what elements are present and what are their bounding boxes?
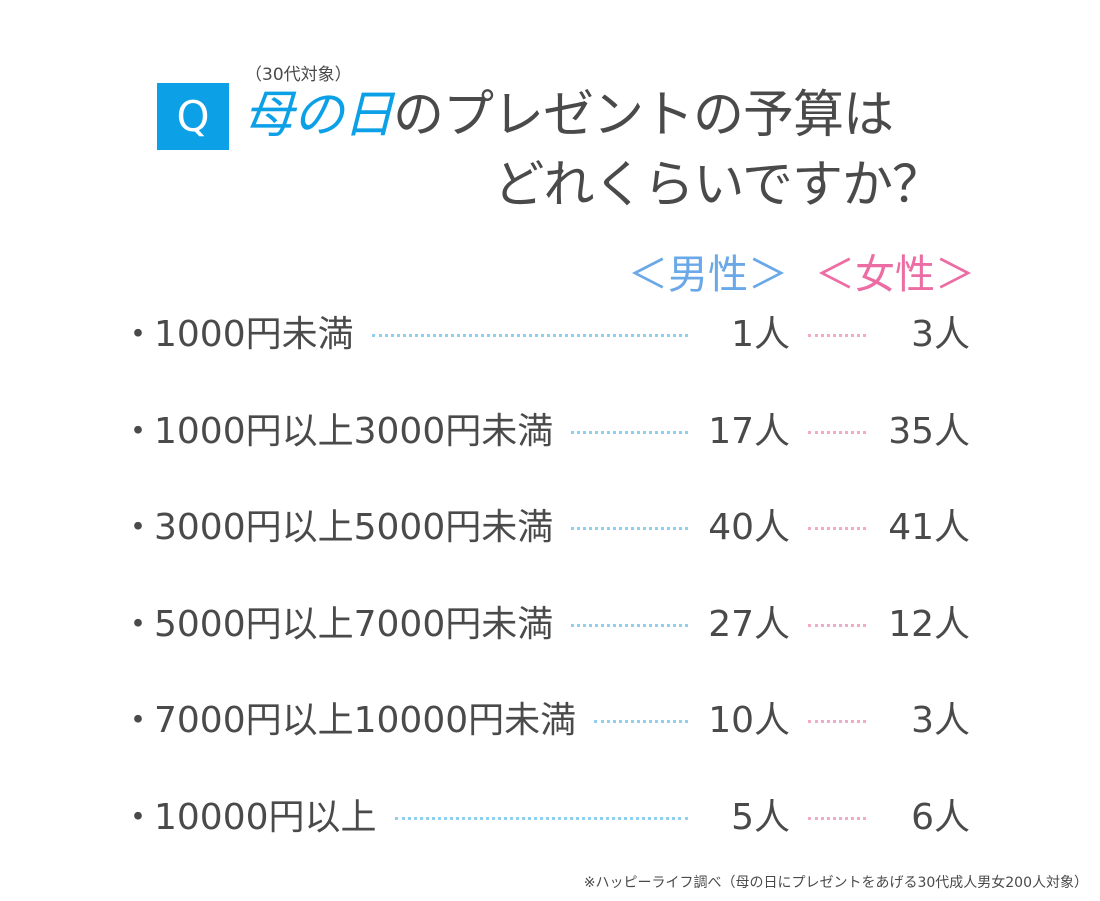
table-row: ・1000円以上3000円未満 17人 35人 <box>0 402 1100 462</box>
legend-male: ＜男性＞ <box>628 252 788 298</box>
question-badge: Q <box>157 83 229 150</box>
value-male: 17人 <box>708 410 790 452</box>
leader-dots-female <box>808 430 866 434</box>
legend-female: ＜女性＞ <box>815 252 975 298</box>
target-note: （30代対象） <box>245 65 352 85</box>
range-label: 3000円以上5000円未満 <box>154 507 554 548</box>
leader-dots-male <box>571 623 688 627</box>
value-male: 27人 <box>708 603 790 645</box>
bullet: ・ <box>120 314 157 355</box>
bullet: ・ <box>120 796 157 838</box>
leader-dots-female <box>808 334 866 337</box>
range-label: 1000円以上3000円未満 <box>154 410 554 452</box>
bullet: ・ <box>120 700 157 741</box>
bullet: ・ <box>120 603 157 645</box>
range-label: 1000円未満 <box>154 314 354 355</box>
row-label: ・10000円以上 <box>120 788 377 848</box>
row-label: ・3000円以上5000円未満 <box>120 498 553 558</box>
range-label: 5000円以上7000円未満 <box>154 603 554 645</box>
leader-dots-male <box>594 720 688 723</box>
row-label: ・1000円未満 <box>120 305 354 365</box>
leader-dots-female <box>808 720 866 723</box>
value-male: 1人 <box>731 314 790 355</box>
leader-dots-male <box>571 527 688 530</box>
leader-dots-female <box>808 623 866 627</box>
value-female: 3人 <box>911 314 970 355</box>
value-male: 10人 <box>708 700 790 741</box>
row-label: ・5000円以上7000円未満 <box>120 595 553 655</box>
value-male: 5人 <box>731 796 790 838</box>
range-label: 7000円以上10000円未満 <box>154 700 577 741</box>
value-female: 3人 <box>911 700 970 741</box>
value-female: 12人 <box>888 603 970 645</box>
leader-dots-male <box>372 334 688 337</box>
leader-dots-male <box>571 430 688 434</box>
table-row: ・7000円以上10000円未満 10人 3人 <box>0 691 1100 751</box>
value-female: 35人 <box>888 410 970 452</box>
table-row: ・1000円未満 1人 3人 <box>0 305 1100 365</box>
title-accent: 母の日 <box>243 86 394 145</box>
row-label: ・1000円以上3000円未満 <box>120 402 553 462</box>
row-label: ・7000円以上10000円未満 <box>120 691 576 751</box>
source-note: ※ハッピーライフ調べ（母の日にプレゼントをあげる30代成人男女200人対象） <box>583 875 1088 891</box>
bullet: ・ <box>120 507 157 548</box>
range-label: 10000円以上 <box>154 796 377 838</box>
table-row: ・5000円以上7000円未満 27人 12人 <box>0 595 1100 655</box>
value-female: 6人 <box>911 796 970 838</box>
page-title-line2: どれくらいですか？ <box>493 156 943 215</box>
leader-dots-male <box>395 816 688 820</box>
bullet: ・ <box>120 410 157 452</box>
page-title: 母の日のプレゼントの予算は <box>243 80 894 152</box>
value-female: 41人 <box>888 507 970 548</box>
leader-dots-female <box>808 816 866 820</box>
value-male: 40人 <box>708 507 790 548</box>
table-row: ・10000円以上 5人 6人 <box>0 788 1100 848</box>
table-row: ・3000円以上5000円未満 40人 41人 <box>0 498 1100 558</box>
leader-dots-female <box>808 527 866 530</box>
title-rest: のプレゼントの予算は <box>393 86 894 145</box>
